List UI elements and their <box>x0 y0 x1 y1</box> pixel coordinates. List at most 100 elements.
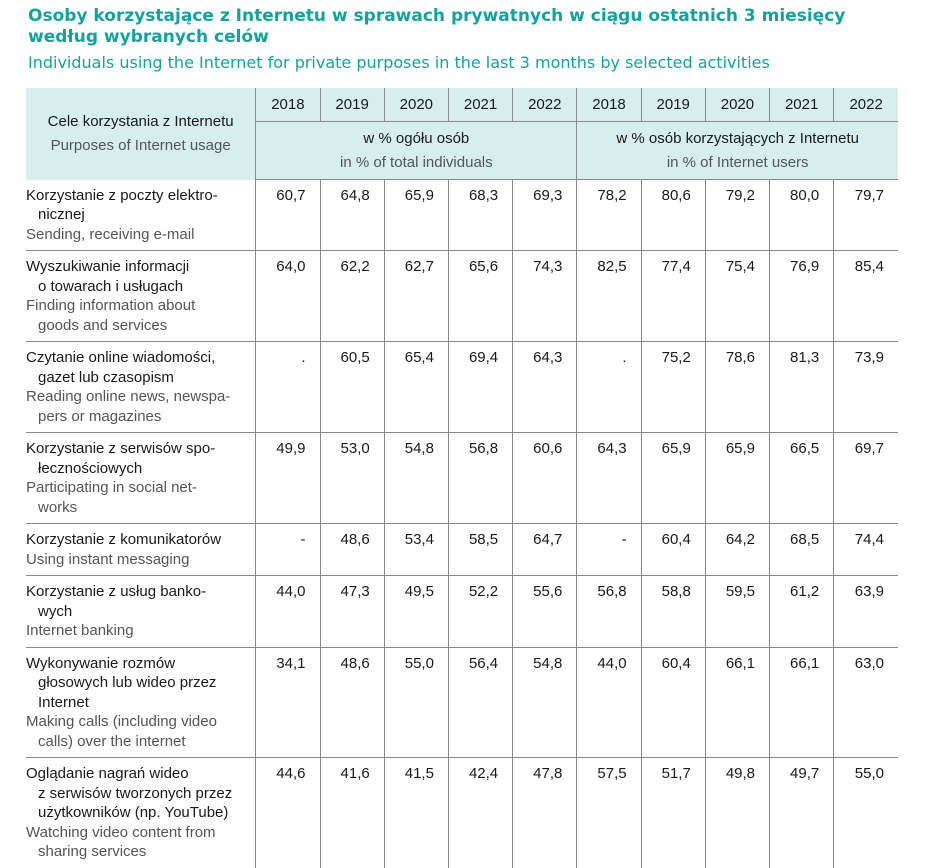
table-row: Wyszukiwanie informacji o towarach i usłu… <box>26 250 898 342</box>
table-cell-value: 74,4 <box>833 523 898 576</box>
row-label-english: Watching video content from <box>26 823 216 841</box>
table-cell-value: 80,6 <box>640 179 706 251</box>
table-cell-value: . <box>576 341 642 433</box>
purpose-header-polish: Cele korzystania z Internetu <box>47 112 234 130</box>
table-cell-value: 82,5 <box>576 250 642 342</box>
table-cell-value: 55,0 <box>833 757 898 868</box>
table-cell-value: 59,5 <box>704 575 770 647</box>
table-cell-value: 74,3 <box>512 250 577 342</box>
row-label-polish: z serwisów tworzonych przez <box>38 784 233 802</box>
table-cell-value: 79,7 <box>833 179 898 251</box>
table-cell-value: 61,2 <box>769 575 834 647</box>
row-label: Oglądanie nagrań wideo z serwisów tworzon… <box>26 758 256 868</box>
table-cell-value: 53,4 <box>383 523 449 576</box>
table-title-english: Individuals using the Internet for priva… <box>28 53 770 72</box>
table-cell-value: 51,7 <box>640 757 706 868</box>
row-label-english: Making calls (including video <box>26 713 217 730</box>
table-cell-value: - <box>255 523 320 576</box>
table-cell-value: 62,2 <box>319 250 385 342</box>
row-label-english: Using instant messaging <box>26 550 190 568</box>
table-cell-value: 58,8 <box>640 575 706 647</box>
table-cell-value: 48,6 <box>319 647 385 758</box>
table-body: Korzystanie z poczty elektro-nicznej Send… <box>26 179 898 868</box>
row-label-english: works <box>38 498 78 516</box>
row-label: Czytanie online wiadomości, gazet lub cza… <box>26 342 256 433</box>
row-label-english: Finding information about <box>26 297 196 314</box>
table-cell-value: 66,5 <box>769 432 834 524</box>
year-header: 2019 <box>320 88 385 122</box>
table-cell-value: 60,5 <box>319 341 385 433</box>
table-cell-value: 66,1 <box>769 647 834 758</box>
table-row: Czytanie online wiadomości, gazet lub cza… <box>26 341 898 433</box>
unit-header-users: w % osób korzystających z Internetu in %… <box>576 121 898 180</box>
table-cell-value: 55,0 <box>383 647 449 758</box>
table-cell-value: 49,5 <box>383 575 449 647</box>
row-label-polish: o towarach i usługach <box>38 277 184 295</box>
row-label-english: Sending, receiving e-mail <box>26 225 195 243</box>
purpose-column-header: Cele korzystania z Internetu Purposes of… <box>26 88 257 180</box>
year-header: 2021 <box>448 88 514 122</box>
table-cell-value: 63,9 <box>833 575 898 647</box>
table-cell-value: 47,3 <box>319 575 385 647</box>
unit-header-total: w % ogółu osób in % of total individuals <box>255 121 578 180</box>
table-row: Korzystanie z komunikatorów Using instant… <box>26 523 898 576</box>
purpose-header-english: Purposes of Internet usage <box>50 136 231 154</box>
table-cell-value: 42,4 <box>447 757 513 868</box>
row-label-polish: Oglądanie nagrań wideo <box>26 765 189 782</box>
row-label-polish: Wyszukiwanie informacji <box>26 258 190 275</box>
row-label-polish: głosowych lub wideo przez <box>38 674 217 691</box>
table-row: Wykonywanie rozmów głosowych lub wideo pr… <box>26 647 898 758</box>
row-label: Wyszukiwanie informacji o towarach i usłu… <box>26 251 256 342</box>
row-label-polish: wych <box>38 602 73 620</box>
table-cell-value: 57,5 <box>576 757 642 868</box>
table-cell-value: . <box>255 341 320 433</box>
table-cell-value: 66,1 <box>704 647 770 758</box>
row-label-polish: Korzystanie z poczty elektro- <box>26 186 218 204</box>
table-cell-value: 64,2 <box>704 523 770 576</box>
table-cell-value: 79,2 <box>704 179 770 251</box>
table-cell-value: 34,1 <box>255 647 320 758</box>
unit-total-polish: w % ogółu osób <box>363 130 470 147</box>
table-cell-value: 58,5 <box>447 523 513 576</box>
table-cell-value: 63,0 <box>833 647 898 758</box>
table-cell-value: 77,4 <box>640 250 706 342</box>
table-cell-value: 56,4 <box>447 647 513 758</box>
table-cell-value: 75,2 <box>640 341 706 433</box>
table-cell-value: 41,6 <box>319 757 385 868</box>
year-header: 2022 <box>512 88 578 122</box>
row-label-polish: użytkowników (np. YouTube) <box>38 804 229 821</box>
row-label-polish: Wykonywanie rozmów <box>26 654 176 672</box>
table-header: Cele korzystania z Internetu Purposes of… <box>26 88 898 180</box>
unit-total-english: in % of total individuals <box>340 154 493 171</box>
table-cell-value: 78,2 <box>576 179 642 251</box>
table-cell-value: 49,9 <box>255 432 320 524</box>
table-cell-value: 68,3 <box>447 179 513 251</box>
statistics-table: Cele korzystania z Internetu Purposes of… <box>26 88 898 868</box>
table-cell-value: 53,0 <box>319 432 385 524</box>
table-cell-value: 80,0 <box>769 179 834 251</box>
row-label-polish: nicznej <box>38 206 85 223</box>
table-cell-value: 65,6 <box>447 250 513 342</box>
table-cell-value: 49,8 <box>704 757 770 868</box>
table-title-polish: Osoby korzystające z Internetu w sprawac… <box>28 6 846 47</box>
table-row: Korzystanie z usług banko-wych Internet b… <box>26 575 898 648</box>
row-label: Korzystanie z usług banko-wych Internet b… <box>26 576 256 648</box>
table-cell-value: 44,0 <box>576 647 642 758</box>
table-cell-value: 60,6 <box>512 432 577 524</box>
table-cell-value: 64,0 <box>255 250 320 342</box>
table-cell-value: 60,4 <box>640 647 706 758</box>
table-cell-value: 76,9 <box>769 250 834 342</box>
row-label-polish: gazet lub czasopism <box>38 368 174 386</box>
row-label-polish: Czytanie online wiadomości, <box>26 349 216 366</box>
table-row: Korzystanie z poczty elektro-nicznej Send… <box>26 179 898 251</box>
table-cell-value: 48,6 <box>319 523 385 576</box>
year-header: 2022 <box>833 88 898 122</box>
row-label: Korzystanie z komunikatorów Using instant… <box>26 524 256 576</box>
row-label-english: sharing services <box>38 843 147 860</box>
year-header: 2018 <box>255 88 321 122</box>
row-label-english: goods and services <box>38 316 168 334</box>
table-cell-value: 65,9 <box>704 432 770 524</box>
table-cell-value: 54,8 <box>512 647 577 758</box>
table-cell-value: 85,4 <box>833 250 898 342</box>
table-cell-value: 60,7 <box>255 179 320 251</box>
